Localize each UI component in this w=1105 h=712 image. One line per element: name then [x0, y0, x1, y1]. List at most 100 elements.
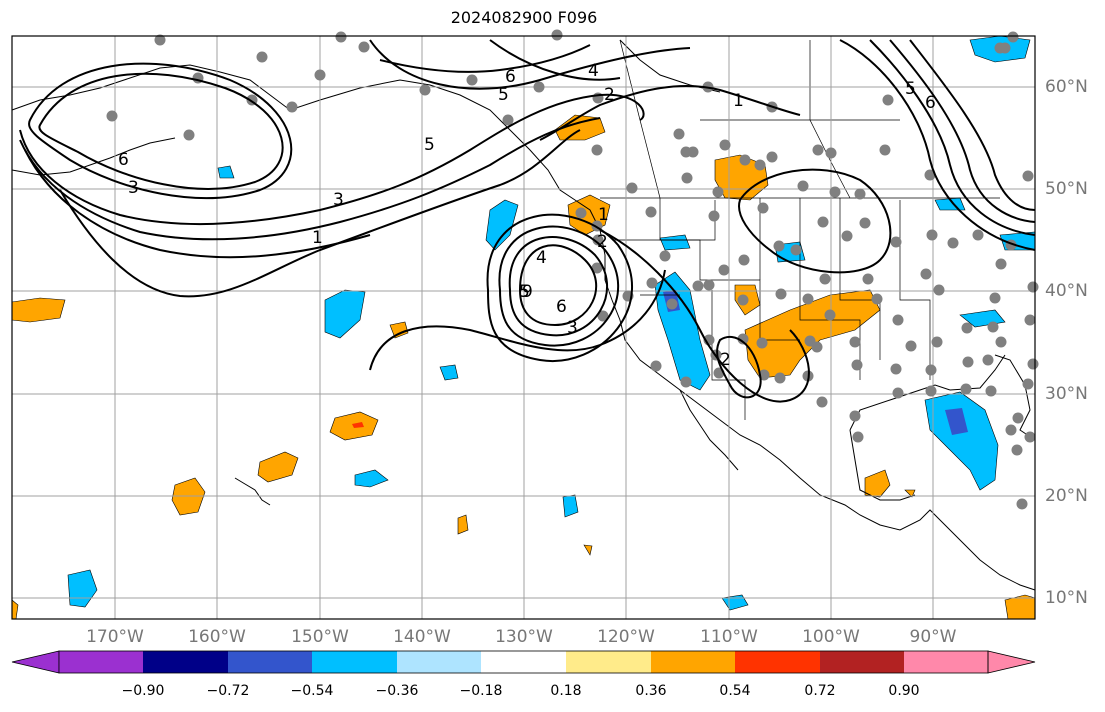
contour-label: 5 — [519, 282, 530, 302]
station-dot — [766, 151, 778, 163]
colorbar-min-extend — [11, 650, 60, 674]
station-dot — [626, 182, 638, 194]
contour-label: 1 — [312, 228, 323, 248]
contour-label: 1 — [733, 91, 744, 111]
station-dot — [849, 336, 861, 348]
station-dot — [890, 236, 902, 248]
station-dot — [982, 354, 994, 366]
lon-label: 140°W — [393, 627, 451, 647]
station-dot — [859, 217, 871, 229]
station-dot — [862, 273, 874, 285]
colorbar — [11, 650, 1036, 674]
colorbar-segment — [397, 651, 481, 673]
station-dot — [757, 202, 769, 214]
station-dot — [551, 29, 563, 41]
lon-label: 160°W — [188, 627, 246, 647]
contour-lines — [19, 39, 1036, 403]
station-dot — [819, 273, 831, 285]
colorbar-tick: −0.54 — [290, 683, 334, 699]
station-dot — [985, 385, 997, 397]
station-dot — [687, 146, 699, 158]
lat-label: 10°N — [1045, 588, 1088, 608]
station-dot — [797, 180, 809, 192]
station-dot — [905, 340, 917, 352]
lat-label: 20°N — [1045, 486, 1088, 506]
station-dot — [773, 240, 785, 252]
station-dot — [920, 268, 932, 280]
station-dot — [502, 114, 514, 126]
station-dot — [754, 159, 766, 171]
station-dot — [591, 262, 603, 274]
station-dot — [882, 94, 894, 106]
lon-label: 90°W — [909, 627, 957, 647]
colorbar-tick: 0.54 — [719, 683, 751, 699]
station-dot — [892, 387, 904, 399]
station-dot — [925, 364, 937, 376]
colorbar-segment — [566, 651, 651, 673]
lat-label: 30°N — [1045, 384, 1088, 404]
station-dot — [995, 336, 1007, 348]
station-dot — [960, 383, 972, 395]
station-dot — [286, 101, 298, 113]
colorbar-tick: −0.18 — [459, 683, 503, 699]
contour-label: 5 — [424, 135, 435, 155]
contour-label: 6 — [118, 150, 129, 170]
contour-label: 4 — [536, 248, 547, 268]
station-dot — [1007, 31, 1019, 43]
colorbar-segment — [312, 651, 397, 673]
station-dot — [646, 277, 658, 289]
station-dot — [1011, 444, 1023, 456]
coastlines — [11, 39, 1036, 591]
station-dot — [790, 244, 802, 256]
lat-label: 40°N — [1045, 281, 1088, 301]
station-dot — [718, 264, 730, 276]
station-dot — [825, 147, 837, 159]
contour-label: 4 — [588, 61, 599, 81]
station-dot — [645, 206, 657, 218]
contour-label-group: 6 5 4 2 1 6 5 3 1 5 4 3 6 2 2 1 6 3 5 9 — [118, 61, 936, 370]
station-dot — [592, 234, 604, 246]
colorbar-tick: −0.72 — [206, 683, 250, 699]
contour-label: 5 — [905, 79, 916, 99]
colorbar-segment — [143, 651, 228, 673]
colorbar-tick: −0.36 — [375, 683, 419, 699]
colorbar-tick: 0.72 — [804, 683, 836, 699]
graticule — [12, 36, 1035, 619]
colorbar-tick: 0.18 — [550, 683, 582, 699]
station-dot — [719, 139, 731, 151]
positive-anomaly-shading — [11, 114, 1036, 620]
station-dot — [358, 41, 370, 53]
station-dot — [987, 321, 999, 333]
colorbar-max-extend — [987, 650, 1036, 674]
station-dot — [989, 292, 1001, 304]
lon-label: 130°W — [495, 627, 553, 647]
station-dot — [925, 385, 937, 397]
station-dot — [829, 186, 841, 198]
station-dot — [106, 110, 118, 122]
station-dot — [737, 333, 749, 345]
colorbar-segment — [651, 651, 735, 673]
station-dot — [419, 84, 431, 96]
station-dot — [692, 280, 704, 292]
station-dot — [1022, 170, 1034, 182]
contour-label: 9 — [522, 282, 533, 302]
station-dot — [1027, 358, 1039, 370]
map-title: 2024082900 F096 — [450, 8, 598, 27]
contour-label: 5 — [498, 85, 509, 105]
station-dot — [947, 237, 959, 249]
station-dot — [666, 298, 678, 310]
contour-label: 3 — [333, 190, 344, 210]
contour-label: 6 — [925, 93, 936, 113]
lon-label: 150°W — [291, 627, 349, 647]
station-dot — [972, 229, 984, 241]
station-dot — [659, 250, 671, 262]
station-dot — [738, 254, 750, 266]
station-dot — [824, 309, 836, 321]
colorbar-segment — [481, 651, 566, 673]
colorbar-tick: 0.36 — [635, 683, 667, 699]
colorbar-tick: −0.90 — [121, 683, 165, 699]
map-panel: 6 5 4 2 1 6 5 3 1 5 4 3 6 2 2 1 6 3 5 9 — [11, 29, 1039, 620]
lon-label: 100°W — [802, 627, 860, 647]
station-dot — [879, 144, 891, 156]
